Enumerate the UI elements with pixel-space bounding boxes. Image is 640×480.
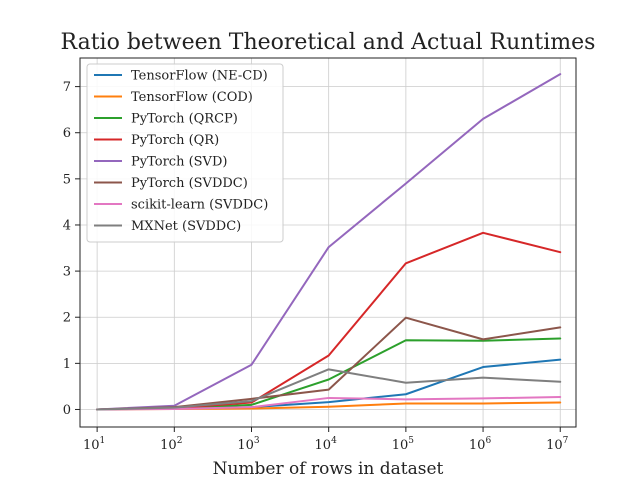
chart-title: Ratio between Theoretical and Actual Run… [61,30,596,55]
legend-label: PyTorch (SVDDC) [131,176,248,191]
y-tick-label: 2 [63,311,71,326]
x-axis-label: Number of rows in dataset [213,459,444,479]
y-tick-label: 5 [63,172,71,187]
legend-label: PyTorch (QRCP) [131,112,238,127]
x-tick-label: 107 [546,436,569,453]
legend-label: PyTorch (SVD) [131,155,227,170]
y-tick-label: 1 [63,357,71,372]
legend-label: TensorFlow (NE-CD) [131,69,268,84]
x-axis-ticks: 101 102 103 104 105 106 107 [83,427,569,453]
legend: TensorFlow (NE-CD) TensorFlow (COD) PyTorc… [86,63,284,243]
y-tick-label: 4 [63,218,71,233]
x-tick-label: 101 [83,436,105,453]
y-tick-label: 7 [63,80,71,95]
series-lines [96,73,562,411]
series-line-scikit-learn-svddc [96,396,562,411]
legend-label: scikit-learn (SVDDC) [131,198,268,213]
x-tick-label: 104 [315,436,338,453]
legend-label: PyTorch (QR) [131,133,219,148]
plot-frame [79,57,577,428]
series-line-mxnet-svddc [96,368,562,411]
legend-label: TensorFlow (COD) [131,90,253,105]
x-tick-label: 103 [237,436,260,453]
x-tick-label: 105 [392,436,415,453]
x-tick-label: 102 [160,436,182,453]
y-axis-ticks: 0 1 2 3 4 5 6 7 [63,80,80,418]
series-line-pytorch-svd [96,73,562,411]
y-tick-label: 6 [63,126,71,141]
x-tick-label: 106 [469,436,492,453]
legend-label: MXNet (SVDDC) [131,219,241,234]
y-tick-label: 3 [63,265,71,280]
legend-box [86,63,284,243]
y-tick-label: 0 [63,403,71,418]
